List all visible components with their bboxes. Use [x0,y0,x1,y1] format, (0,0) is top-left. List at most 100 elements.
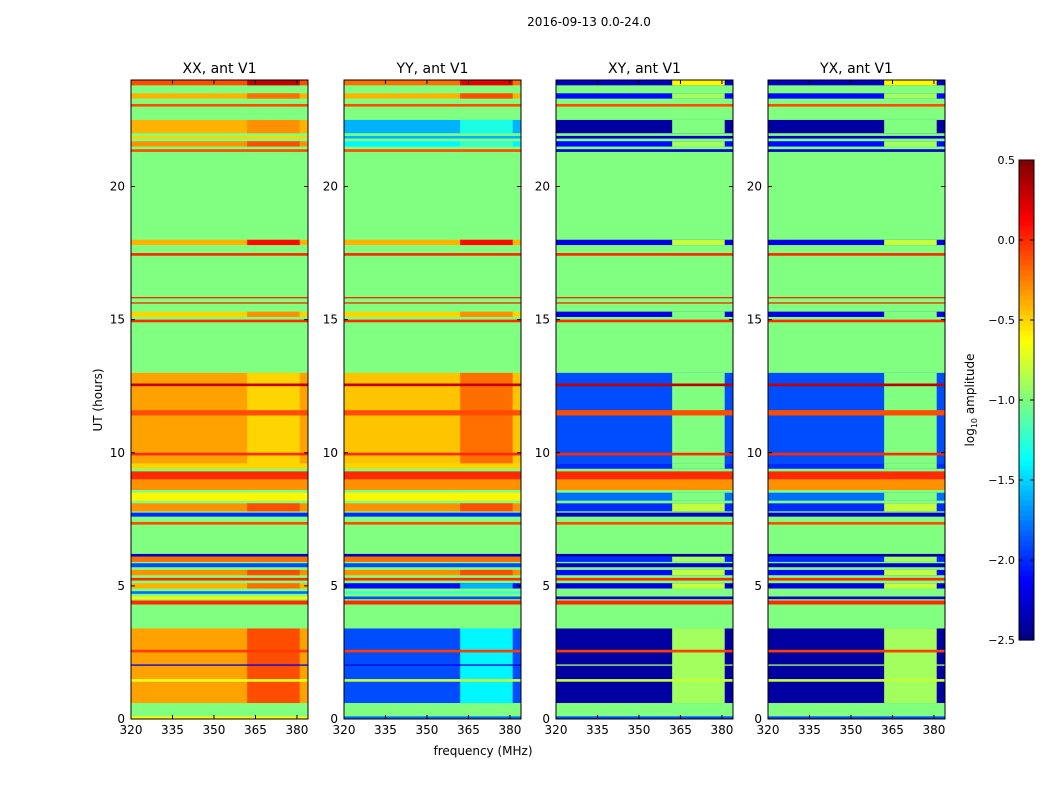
colorbar-segment [1019,460,1034,466]
colorbar-segment [1019,480,1034,486]
heatmap-band [768,512,945,517]
heatmap-band [344,577,521,581]
heatmap-band [768,591,945,594]
y-tick-label: 10 [323,446,338,460]
heatmap-band [768,503,945,512]
heatmap-band [768,521,945,525]
x-tick-label: 320 [545,723,568,737]
heatmap-band [131,563,308,568]
colorbar-segment [1019,495,1034,501]
heatmap-band-hi [672,569,725,576]
colorbar-tick-label: −2.0 [988,554,1015,567]
heatmap-band [344,452,521,456]
colorbar-tick-label: −0.5 [988,314,1015,327]
heatmap-band [556,410,733,416]
heatmap-band [131,492,308,501]
colorbar-segment [1019,400,1034,406]
colorbar-segment [1019,370,1034,376]
colorbar-segment [1019,340,1034,346]
heatmap-band [556,569,733,576]
colorbar-segment [1019,575,1034,581]
colorbar-segment [1019,300,1034,306]
colorbar-segment [1019,345,1034,351]
heatmap-band-hi [884,93,937,99]
heatmap-band [768,319,945,323]
heatmap-band-hi [460,583,513,589]
colorbar-segment [1019,600,1034,606]
heatmap-band [556,521,733,525]
heatmap-band [131,253,308,256]
colorbar-segment [1019,350,1034,356]
heatmap-band-hi [672,583,725,589]
heatmap-band [131,239,308,246]
colorbar-segment [1019,285,1034,291]
heatmap-band-hi [672,311,725,317]
colorbar-segment [1019,330,1034,336]
colorbar-segment [1019,515,1034,521]
x-tick-label: 365 [669,723,692,737]
heatmap-band [344,103,521,107]
heatmap-band [556,319,733,323]
heatmap-band [344,410,521,416]
colorbar-segment [1019,625,1034,631]
x-tick-label: 320 [120,723,143,737]
colorbar-segment [1019,610,1034,616]
colorbar-segment [1019,505,1034,511]
heatmap-band [131,103,308,107]
panel-title: YY, ant V1 [396,61,469,77]
heatmap-band [131,296,308,299]
colorbar-segment [1019,355,1034,361]
axes-frame [767,79,946,720]
heatmap-band [131,135,308,139]
x-tick-label: 380 [498,723,521,737]
heatmap-band [344,503,521,512]
colorbar-segment [1019,305,1034,311]
heatmap-band [131,319,308,323]
heatmap-band-hi [672,556,725,562]
colorbar-segment [1019,535,1034,541]
colorbar-segment [1019,490,1034,496]
heatmap-band [131,479,308,491]
panel-yy: YY, ant V1 320 335 350 365 380 0 5 10 15 20 [323,61,522,737]
heatmap-band-hi [460,80,513,86]
heatmap-band-hi [460,93,513,99]
panel-xy: XY, ant V1 320 335 350 365 380 0 5 10 15 20 [535,61,734,737]
heatmap-band [556,492,733,501]
heatmap-band [344,471,521,480]
y-tick-label: 5 [117,579,125,593]
colorbar-segment [1019,365,1034,371]
colorbar-tick-label: −1.5 [988,474,1015,487]
heatmap-band-hi [884,492,937,501]
heatmap-band [344,521,521,525]
colorbar-segment [1019,440,1034,446]
colorbar-segment [1019,630,1034,636]
heatmap-band [768,569,945,576]
x-axis-label: frequency (MHz) [433,744,532,758]
y-tick-label: 15 [535,313,550,327]
heatmap-band [344,569,521,576]
colorbar-segment [1019,525,1034,531]
y-tick-label: 15 [747,313,762,327]
colorbar-segment [1019,485,1034,491]
heatmap-band [131,577,308,581]
axes-frame [343,79,522,720]
heatmap-band-hi [672,119,725,134]
heatmap-band [556,383,733,387]
heatmap-band [768,135,945,139]
panel-xx: XX, ant V1 320 335 350 365 380 0 5 10 15 20 [110,61,309,737]
colorbar-segment [1019,165,1034,171]
colorbar-segment [1019,250,1034,256]
y-tick-label: 15 [110,313,125,327]
colorbar: 0.5 0.0 −0.5 −1.0 −1.5 −2.0 −2.5 [988,154,1035,647]
heatmap-band [131,679,308,682]
y-tick-label: 20 [323,180,338,194]
heatmap-band [344,479,521,491]
colorbar-segment [1019,230,1034,236]
heatmap-band [344,563,521,568]
heatmap-band [768,296,945,299]
heatmap-band [344,553,521,557]
heatmap-band [131,471,308,480]
